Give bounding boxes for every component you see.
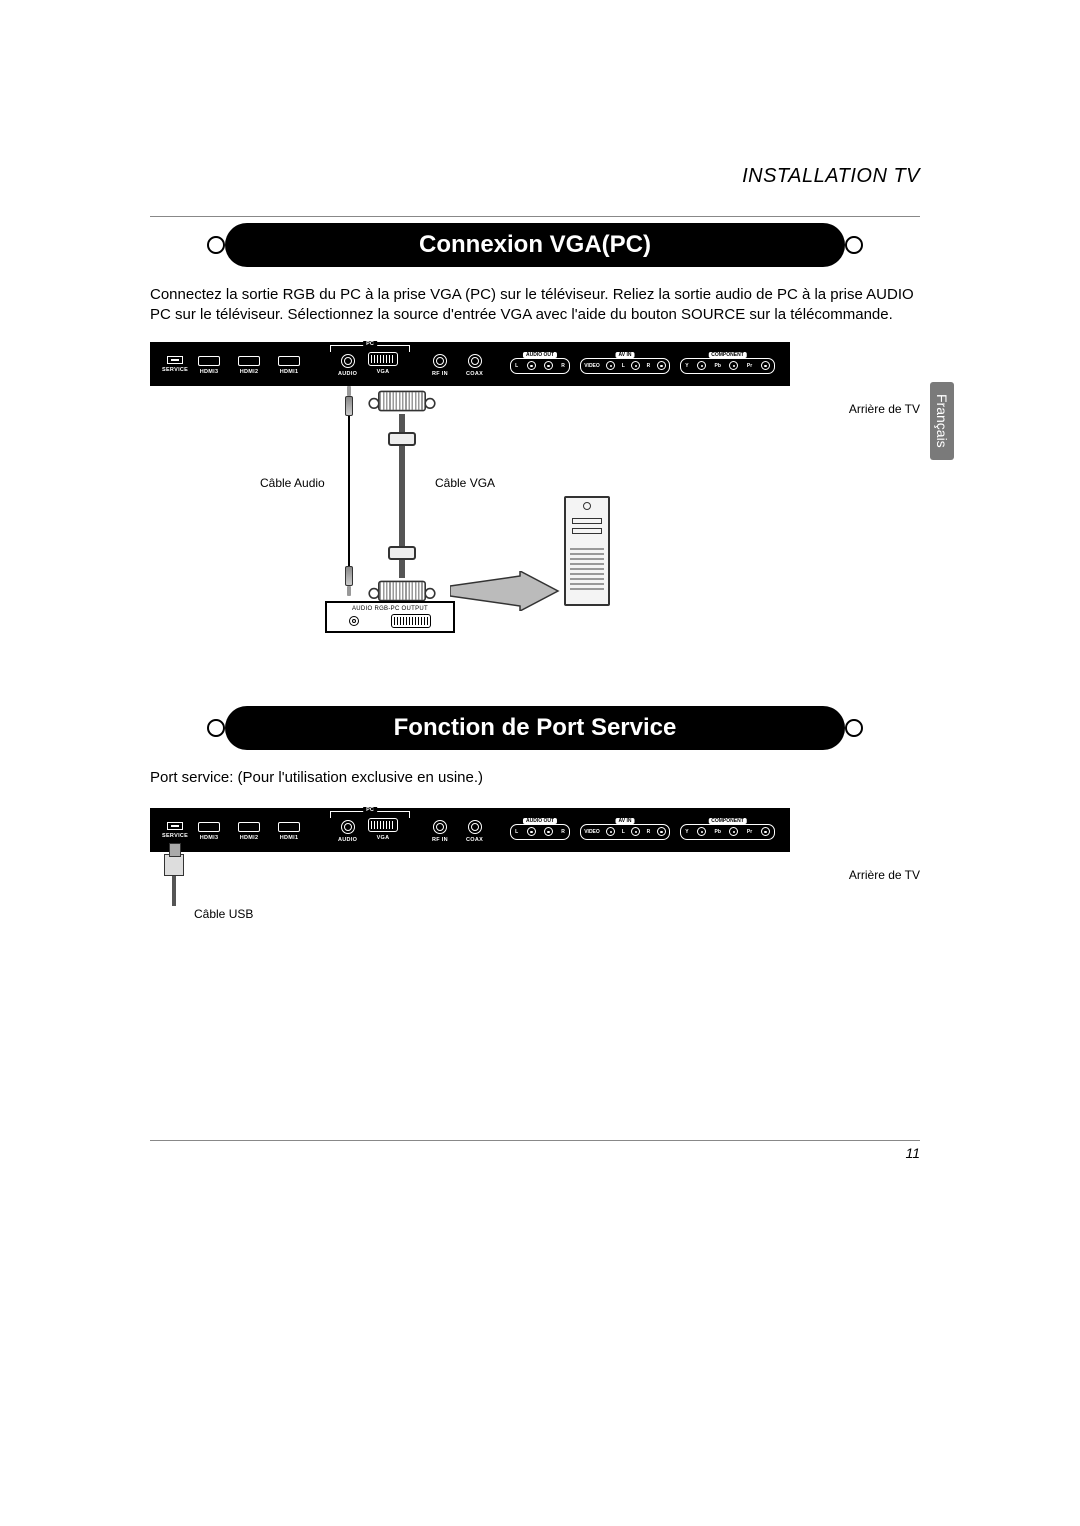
service-diagram: Arrière de TV Câble USB — [150, 852, 790, 962]
page-number: 11 — [150, 1145, 920, 1161]
section-title-service-text: Fonction de Port Service — [225, 706, 845, 750]
footer-rule — [150, 1140, 920, 1141]
tv-rear-panel: SERVICE HDMI3 HDMI2 HDMI1 PC AUDIO VGA R… — [150, 342, 790, 386]
rear-tv-label-2: Arrière de TV — [849, 868, 920, 882]
rear-tv-label: Arrière de TV — [849, 402, 920, 416]
service-body-text: Port service: (Pour l'utilisation exclus… — [150, 768, 920, 788]
page-header: INSTALLATION TV — [150, 165, 920, 188]
pc-output-panel: AUDIO RGB-PC OUTPUT — [325, 601, 455, 633]
vga-body-text: Connectez la sortie RGB du PC à la prise… — [150, 285, 920, 326]
pc-tower-icon — [564, 496, 610, 606]
audio-cable-label: Câble Audio — [260, 476, 325, 490]
vga-diagram: Arrière de TV Câble Audio Câble VGA — [150, 386, 790, 666]
usb-cable-label: Câble USB — [194, 907, 253, 921]
header-rule — [150, 216, 920, 217]
usb-plug-icon — [164, 854, 184, 876]
section-title-vga: Connexion VGA(PC) — [225, 223, 845, 267]
section-title-vga-text: Connexion VGA(PC) — [225, 223, 845, 267]
arrow-icon — [450, 571, 560, 611]
language-tab: Français — [930, 382, 954, 460]
page-content: INSTALLATION TV Connexion VGA(PC) Connec… — [150, 165, 920, 962]
vga-cable-label: Câble VGA — [435, 476, 495, 490]
pc-output-labels: AUDIO RGB-PC OUTPUT — [333, 606, 447, 612]
tv-rear-panel-2: SERVICE HDMI3 HDMI2 HDMI1 PC AUDIO VGA R… — [150, 808, 790, 852]
page-footer: 11 — [150, 1140, 920, 1161]
section-title-service: Fonction de Port Service — [225, 706, 845, 750]
